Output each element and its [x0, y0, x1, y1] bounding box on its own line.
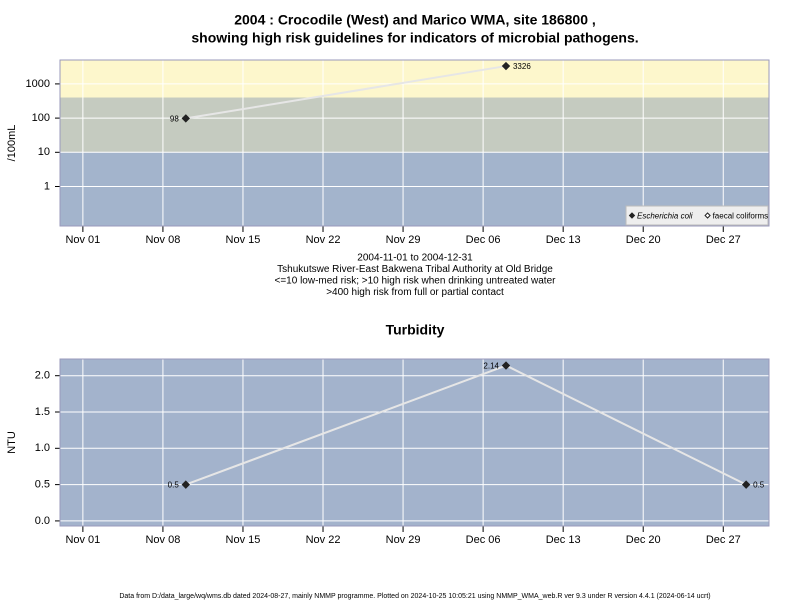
y-tick-label: 100 [32, 112, 50, 124]
x-tick-label: Dec 27 [706, 534, 741, 546]
legend-box [625, 205, 769, 226]
chart-title: showing high risk guidelines for indicat… [191, 30, 638, 46]
x-tick-label: Nov 01 [65, 534, 100, 546]
y-axis-label: /100mL [6, 125, 18, 162]
x-tick-label: Nov 22 [306, 534, 341, 546]
risk-band [60, 97, 769, 153]
x-tick-label: Nov 15 [226, 534, 261, 546]
data-label: 0.5 [168, 481, 180, 490]
plot-frame [59, 59, 770, 227]
chart-title: Turbidity [386, 322, 445, 338]
risk-band [60, 60, 769, 98]
data-point [741, 480, 751, 489]
x-tick-label: Dec 27 [706, 234, 741, 246]
x-tick-label: Dec 06 [466, 534, 501, 546]
x-tick-label: Dec 13 [546, 234, 581, 246]
data-point [501, 61, 511, 71]
data-point [501, 361, 511, 370]
y-tick-label: 2.0 [35, 370, 50, 382]
x-tick-label: Nov 01 [65, 234, 100, 246]
chart-title: 2004 : Crocodile (West) and Marico WMA, … [234, 12, 596, 28]
y-tick-label: 0.0 [35, 515, 50, 527]
x-tick-label: Dec 20 [626, 534, 661, 546]
y-tick-label: 1.5 [35, 406, 50, 418]
legend-label: Escherichia coli [637, 212, 693, 221]
y-tick-label: 0.5 [35, 479, 50, 491]
series-line [185, 65, 507, 120]
x-tick-label: Nov 29 [386, 534, 421, 546]
plot-frame [59, 358, 770, 527]
data-label: 2.14 [483, 362, 499, 371]
note: 2004-11-01 to 2004-12-31 [357, 253, 473, 264]
x-tick-label: Nov 22 [306, 234, 341, 246]
x-tick-label: Dec 06 [466, 234, 501, 246]
y-tick-label: 1 [44, 180, 50, 192]
legend-marker [704, 212, 711, 219]
x-tick-label: Dec 13 [546, 534, 581, 546]
legend-marker [628, 212, 636, 219]
y-tick-label: 10 [38, 146, 50, 158]
x-tick-label: Nov 29 [386, 234, 421, 246]
x-tick-label: Dec 20 [626, 234, 661, 246]
plot-background [60, 359, 769, 526]
x-tick-label: Nov 15 [226, 234, 261, 246]
y-tick-label: 1000 [26, 78, 50, 90]
data-point [181, 114, 190, 123]
data-point [181, 480, 190, 489]
x-tick-label: Nov 08 [145, 534, 180, 546]
note: Tshukutswe River-East Bakwena Tribal Aut… [277, 264, 553, 275]
y-tick-label: 1.0 [35, 442, 50, 454]
note: <=10 low-med risk; >10 high risk when dr… [275, 276, 557, 287]
note: >400 high risk from full or partial cont… [326, 287, 504, 298]
data-label: 0.5 [753, 481, 765, 490]
y-axis-label: NTU [6, 431, 18, 454]
data-label: 98 [170, 115, 179, 124]
data-label: 3326 [513, 62, 531, 71]
footer: Data from D:/data_large/wq/wms.db dated … [119, 593, 710, 600]
x-tick-label: Nov 08 [145, 234, 180, 246]
legend-label: faecal coliforms [713, 212, 769, 221]
